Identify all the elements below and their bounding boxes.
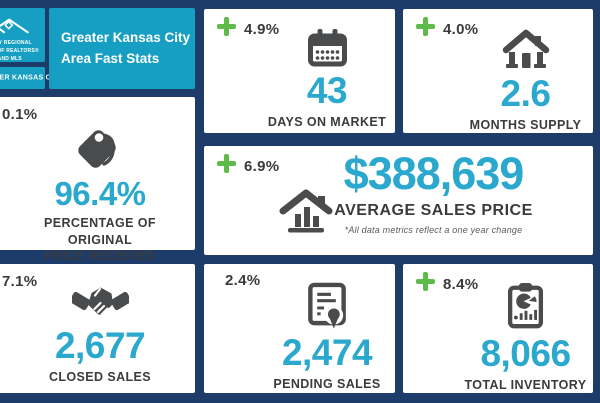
change-indicator: 0.1% xyxy=(2,106,37,123)
stat-label: PENDING SALES xyxy=(273,377,381,392)
org-name-line2: ASSOCIATION OF REALTORS® xyxy=(0,48,39,54)
stat-card-total-inventory: 8.4% 8,066 xyxy=(403,264,593,393)
realtor-logo: KANSAS CITY REGIONAL ASSOCIATION OF REAL… xyxy=(0,12,42,63)
stat-label: MONTHS SUPPLY xyxy=(469,118,582,133)
roofline-logo-icon xyxy=(0,12,39,39)
plus-icon xyxy=(416,17,435,41)
clipboard-chart-icon xyxy=(506,282,545,330)
handshake-icon xyxy=(71,282,129,322)
title-card: Greater Kansas City Area Fast Stats xyxy=(49,8,195,89)
change-percent: 8.4% xyxy=(443,275,479,293)
stat-card-pending-sales: 2.4% 2,474 PENDING SALES xyxy=(204,264,395,393)
plus-icon xyxy=(217,154,236,178)
house-icon xyxy=(502,29,550,70)
change-indicator: 4.9% xyxy=(217,17,279,41)
stat-label: DAYS ON MARKET xyxy=(267,115,387,130)
certificate-icon xyxy=(307,282,347,329)
house-chart-icon xyxy=(278,188,334,239)
stat-card-avg-sales-price: 6.9% $388,639 AVERAGE SALES PRICE *All d… xyxy=(204,146,593,255)
change-percent: 4.9% xyxy=(244,20,280,38)
stat-value: 96.4% xyxy=(54,175,146,212)
change-indicator: 2.4% xyxy=(217,272,260,289)
stat-value: 2,474 xyxy=(281,332,373,373)
stat-card-months-supply: 4.0% 2.6 MONTHS SUPPLY xyxy=(403,9,593,133)
plus-icon xyxy=(217,17,236,41)
stat-value: 2.6 xyxy=(500,73,551,114)
change-percent: 7.1% xyxy=(2,273,38,290)
change-indicator: 4.0% xyxy=(416,17,478,41)
stat-label: AVERAGE SALES PRICE xyxy=(334,201,533,219)
change-percent: 2.4% xyxy=(225,272,261,289)
price-tag-icon xyxy=(76,123,124,171)
stat-value: 43 xyxy=(306,70,348,111)
change-indicator: 8.4% xyxy=(416,272,478,296)
change-percent: 4.0% xyxy=(443,20,479,38)
change-percent: 6.9% xyxy=(244,157,280,175)
region-bar: GREATER KANSAS CITY xyxy=(0,67,63,89)
change-indicator: 6.9% xyxy=(217,154,279,178)
stat-label: CLOSED SALES xyxy=(48,370,152,385)
org-name-line3: HEARTLAND MLS xyxy=(0,56,22,62)
stat-label: TOTAL INVENTORY xyxy=(464,378,587,393)
change-percent: 0.1% xyxy=(2,106,38,123)
plus-icon xyxy=(416,272,435,296)
change-indicator: 7.1% xyxy=(2,273,37,290)
page-title-line1: Greater Kansas City xyxy=(61,30,191,46)
stat-card-closed-sales: 7.1% 2,677 xyxy=(0,264,195,393)
stat-value: 8,066 xyxy=(480,333,571,374)
data-footnote: *All data metrics reflect a one year cha… xyxy=(344,224,523,235)
stat-value: 2,677 xyxy=(54,325,146,366)
stat-label: PERCENTAGE OF ORIGINAL PRICE RECEIVED xyxy=(44,216,156,263)
stat-card-price-received: 0.1% 96.4% PERCENTAGE OF ORIGINAL PRICE … xyxy=(0,97,195,263)
region-bar-label: GREATER KANSAS CITY xyxy=(0,74,63,82)
stat-value: $388,639 xyxy=(343,148,525,199)
stat-card-days-on-market: 4.9% 43 DAYS ON MARKET xyxy=(204,9,395,133)
page-title-line2: Area Fast Stats xyxy=(61,50,160,66)
org-name-line1: KANSAS CITY REGIONAL xyxy=(0,40,32,46)
calendar-icon xyxy=(307,29,348,67)
realtor-logo-card: KANSAS CITY REGIONAL ASSOCIATION OF REAL… xyxy=(0,8,45,62)
